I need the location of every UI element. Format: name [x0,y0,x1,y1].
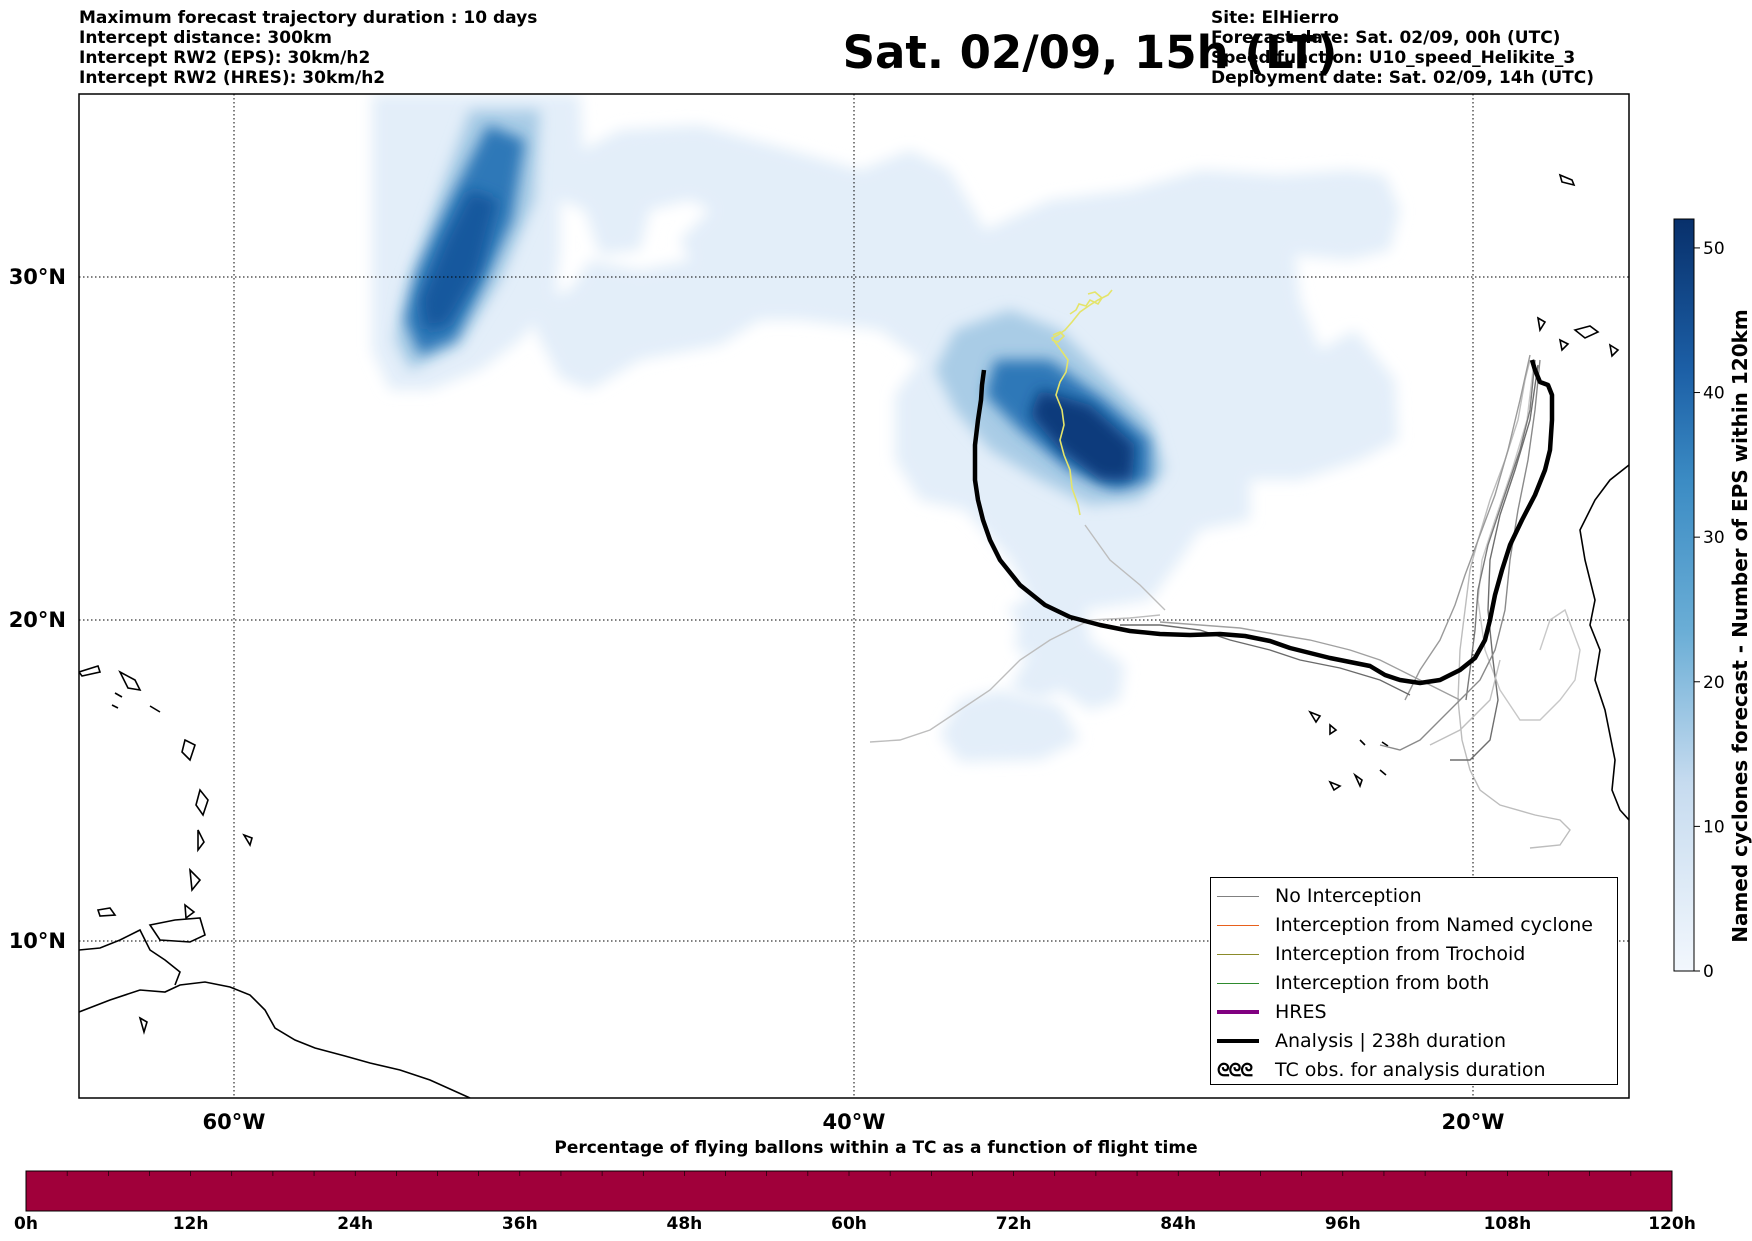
coast-trinidad [148,917,206,943]
colorbar-tick-label: 40 [1703,384,1725,404]
header-left-info: Maximum forecast trajectory duration : 1… [79,8,537,88]
lat-label-10: 10°N [9,929,66,953]
colorbar-tick-label: 30 [1703,528,1725,548]
flight-time-tick-label: 72h [995,1214,1032,1234]
coast-africa-west [1579,464,1629,821]
legend-item-named-cyclone: Interception from Named cyclone [1217,911,1593,939]
lat-label-30: 30°N [9,265,66,289]
colorbar-gradient [1673,218,1695,972]
flight-time-bar-title: Percentage of flying ballons within a TC… [554,1138,1198,1158]
legend-item-hres: HRES [1217,998,1327,1026]
legend-item-tc-obs: ᘓᘓᘓ TC obs. for analysis duration [1217,1056,1546,1084]
flight-time-tick-label: 36h [501,1214,538,1234]
lon-label-60w: 60°W [203,1110,266,1134]
speed-function-text: Speed function: U10_speed_Helikite_3 [1211,48,1576,68]
tc-symbol-icon: ᘓᘓᘓ [1217,1059,1253,1081]
lat-label-20: 20°N [9,608,66,632]
latitude-labels: 30°N 20°N 10°N [9,265,66,953]
flight-time-tick-label: 60h [831,1214,867,1234]
flight-time-tick-label: 108h [1483,1214,1532,1234]
deployment-date-text: Deployment date: Sat. 02/09, 14h (UTC) [1211,68,1595,88]
legend-swatch-both [1217,982,1259,984]
coast-cape-verde [1308,710,1389,792]
legend-label-both: Interception from both [1275,972,1490,994]
coast-small-islands [96,692,253,1035]
density-colorbar: 0 10 20 30 40 50 [1673,218,1725,982]
coast-venezuela-north [79,928,181,986]
eps-trajectories [869,354,1581,849]
intercept-hres-text: Intercept RW2 (HRES): 30km/h2 [79,68,386,88]
flight-time-tick-label: 96h [1324,1214,1361,1234]
flight-time-bar-minor-ticks [66,1171,1632,1176]
longitude-labels: 60°W 40°W 20°W [203,1110,1505,1134]
legend-swatch-analysis [1217,1039,1259,1043]
flight-time-tick-label: 48h [666,1214,703,1234]
legend: No Interception Interception from Named … [1210,877,1618,1085]
max-duration-text: Maximum forecast trajectory duration : 1… [79,8,538,28]
flight-time-tick-label: 0h [14,1214,38,1234]
colorbar-ticks: 0 10 20 30 40 50 [1694,239,1725,982]
legend-swatch-named-cyclone [1217,924,1259,926]
coast-south-america [79,981,471,1098]
yellow-trajectory [1050,289,1113,516]
eps-density-light [372,94,1400,762]
forecast-date-text: Forecast date: Sat. 02/09, 00h (UTC) [1211,28,1561,48]
lon-label-20w: 20°W [1442,1110,1505,1134]
flight-time-bar-fill [25,1170,1673,1212]
colorbar-tick-label: 0 [1703,962,1714,982]
map-frame [78,93,1630,1099]
colorbar-tick-label: 10 [1703,817,1725,837]
flight-time-tick-label: 120h [1648,1214,1696,1234]
flight-time-tick-label: 12h [172,1214,209,1234]
legend-label-analysis: Analysis | 238h duration [1275,1030,1507,1052]
legend-swatch-no-interception [1217,895,1259,897]
coast-lesser-antilles [181,738,209,920]
lon-label-40w: 40°W [823,1110,886,1134]
coast-puerto-rico [79,665,142,692]
flight-time-tick-label: 84h [1160,1214,1197,1234]
legend-label-hres: HRES [1275,1001,1327,1023]
intercept-distance-text: Intercept distance: 300km [79,28,332,48]
flight-time-tick-label: 24h [337,1214,374,1234]
analysis-trajectory [972,359,1555,686]
legend-swatch-hres [1217,1010,1259,1014]
legend-item-no-interception: No Interception [1217,882,1422,910]
coast-madeira [1558,173,1576,187]
eps-density-high [405,125,1150,490]
site-text: Site: ElHierro [1211,8,1339,28]
intercept-eps-text: Intercept RW2 (EPS): 30km/h2 [79,48,371,68]
legend-label-trochoid: Interception from Trochoid [1275,943,1526,965]
legend-label-named-cyclone: Interception from Named cyclone [1275,914,1593,936]
colorbar-tick-label: 50 [1703,239,1725,259]
coast-canaries [1536,316,1620,358]
legend-item-both: Interception from both [1217,969,1489,997]
colorbar-tick-label: 20 [1703,673,1725,693]
flight-time-bar [25,1170,1673,1212]
legend-swatch-trochoid [1217,953,1259,955]
page-title: Sat. 02/09, 15h (LT) [842,26,1338,79]
colorbar-label: Named cyclones forecast - Number of EPS … [1728,309,1752,943]
legend-label-no-interception: No Interception [1275,885,1422,907]
legend-item-analysis: Analysis | 238h duration [1217,1027,1506,1055]
legend-item-trochoid: Interception from Trochoid [1217,940,1525,968]
map-area [79,94,1629,1098]
header-right-info: Site: ElHierro Forecast date: Sat. 02/09… [1211,8,1594,88]
legend-label-tc-obs: TC obs. for analysis duration [1275,1059,1546,1081]
coastlines [79,173,1629,1098]
